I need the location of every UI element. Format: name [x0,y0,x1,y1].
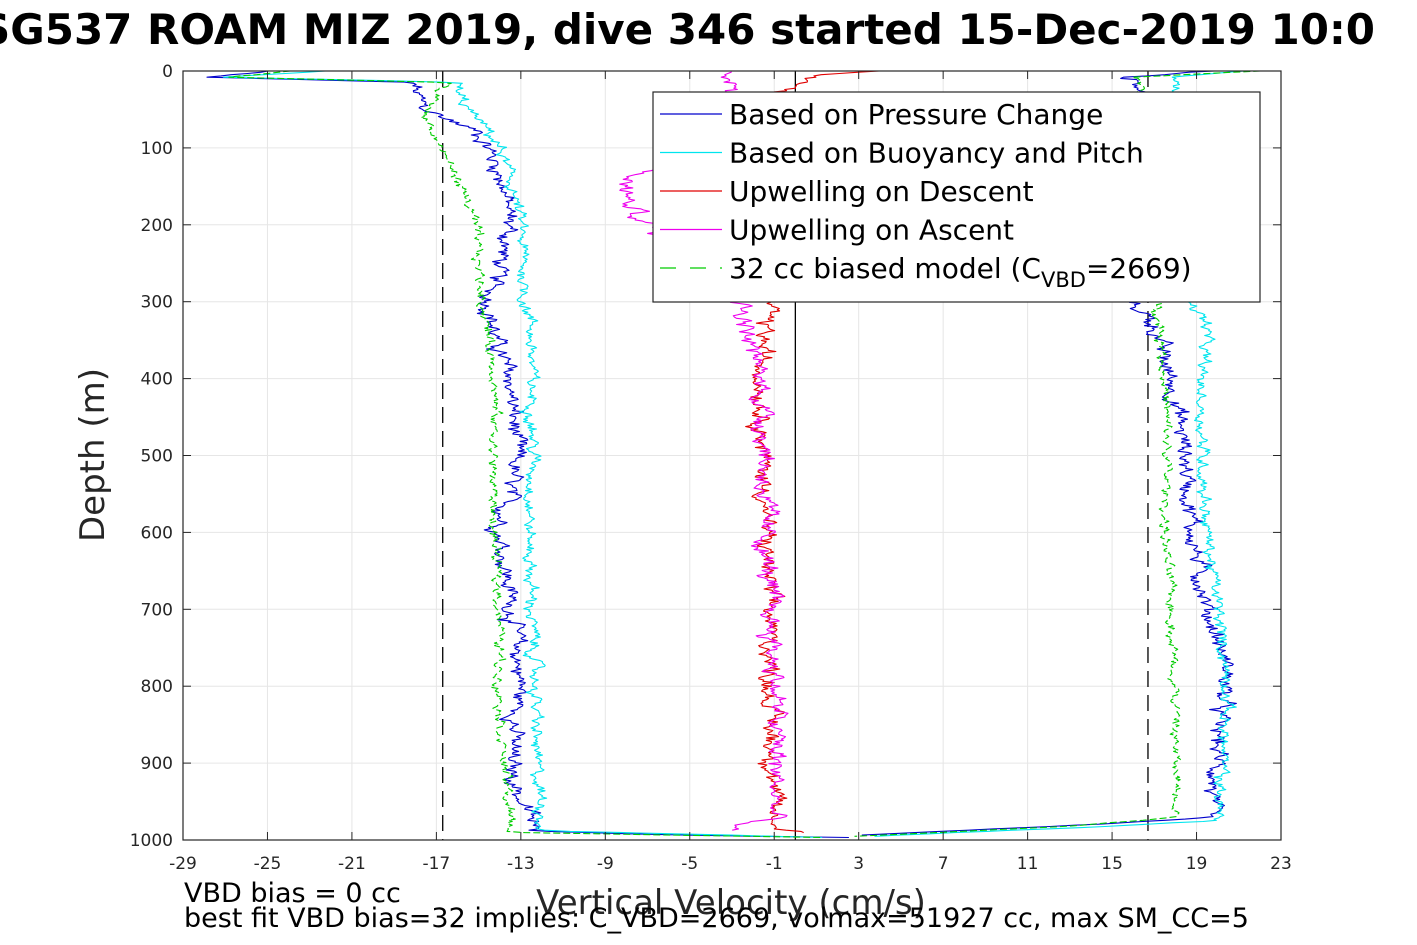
series-line-descent [228,70,823,839]
series-line-descent [222,70,823,839]
y-tick-label: 700 [141,600,173,620]
best-fit-note: best fit VBD bias=32 implies: C_VBD=2669… [184,903,1249,934]
y-tick-label: 100 [141,139,173,159]
x-tick-label: -9 [597,854,614,874]
y-axis-ticks: 0 100 200 300 400 500 600 700 800 900 1000 [130,62,1281,851]
y-tick-label: 1000 [130,831,173,851]
x-tick-label: 11 [1017,854,1039,874]
y-tick-label: 500 [141,447,173,467]
legend-label: Based on Pressure Change [729,98,1103,131]
chart-title: SG537 ROAM MIZ 2019, dive 346 started 15… [0,5,1375,54]
y-tick-label: 800 [141,677,173,697]
x-tick-label: -21 [338,854,366,874]
x-axis-ticks: -29 -25 -21 -17 -13 -9 -5 -1 3 7 11 15 19 23 [169,71,1292,874]
legend: Based on Pressure Change Based on Buoyanc… [652,91,1261,303]
x-tick-label: -29 [169,854,197,874]
y-tick-label: 600 [141,523,173,543]
x-tick-label: -1 [766,854,783,874]
x-tick-label: 3 [853,854,864,874]
y-tick-label: 0 [162,62,173,82]
x-tick-label: 23 [1270,854,1292,874]
legend-box [652,91,1261,303]
x-tick-label: 19 [1186,854,1208,874]
x-tick-label: -17 [422,854,450,874]
x-tick-label: -25 [254,854,282,874]
x-axis-label: Vertical Velocity (cm/s) [536,883,926,923]
legend-label: Based on Buoyancy and Pitch [729,137,1144,170]
x-tick-label: 15 [1101,854,1123,874]
y-tick-label: 300 [141,293,173,313]
legend-label: Upwelling on Descent [729,175,1034,208]
x-tick-label: -13 [507,854,535,874]
series-line-descent [206,70,849,839]
y-tick-label: 400 [141,370,173,390]
y-axis-label: Depth (m) [73,368,113,542]
x-tick-label: -5 [681,854,698,874]
y-tick-label: 900 [141,754,173,774]
legend-label: Upwelling on Ascent [729,214,1014,247]
y-tick-label: 200 [141,216,173,236]
series-line-ascent [854,70,1261,837]
series-line-ascent [619,70,789,831]
vbd-bias-note: VBD bias = 0 cc [184,878,401,909]
x-tick-label: 7 [938,854,949,874]
